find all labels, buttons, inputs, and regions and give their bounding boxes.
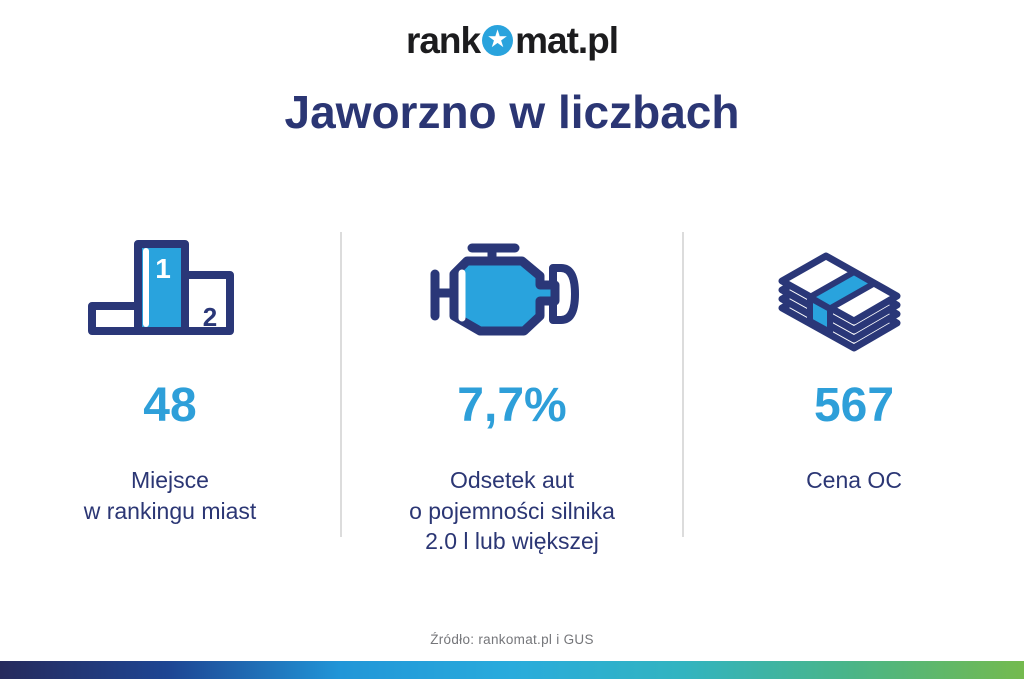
column-divider: [682, 232, 684, 538]
logo-text-before: rank: [405, 20, 481, 61]
engine-share-value: 7,7%: [457, 379, 567, 433]
stat-oc-price: 567 Cena OC: [684, 228, 1024, 495]
page-title: Jaworzno w liczbach: [284, 86, 740, 138]
star-icon: ★: [488, 28, 507, 51]
engine-share-label: Odsetek aut o pojemności silnika 2.0 l l…: [409, 466, 615, 555]
logo-star-circle-icon: ★: [482, 25, 514, 56]
stat-engine-share: 7,7% Odsetek aut o pojemności silnika 2.…: [342, 228, 682, 557]
podium-rank-1: 1: [155, 253, 171, 284]
column-divider: [340, 232, 342, 538]
stats-row: 1 2 48 Miejsce w rankingu miast: [0, 228, 1024, 557]
logo-text-after: mat.pl: [515, 20, 619, 61]
engine-icon: [412, 228, 612, 358]
source-caption: Źródło: rankomat.pl i GUS: [430, 632, 594, 647]
money-stack-icon: [754, 228, 954, 358]
rankomat-logo: rank ★ mat.pl: [405, 20, 619, 61]
ranking-value: 48: [143, 379, 197, 433]
footer-gradient-bar: [0, 661, 1024, 679]
podium-rank-2: 2: [203, 302, 217, 332]
ranking-label: Miejsce w rankingu miast: [83, 466, 257, 524]
oc-price-label: Cena OC: [806, 466, 902, 493]
podium-icon: 1 2: [70, 228, 270, 358]
oc-price-value: 567: [813, 379, 895, 433]
stat-ranking: 1 2 48 Miejsce w rankingu miast: [0, 228, 340, 526]
